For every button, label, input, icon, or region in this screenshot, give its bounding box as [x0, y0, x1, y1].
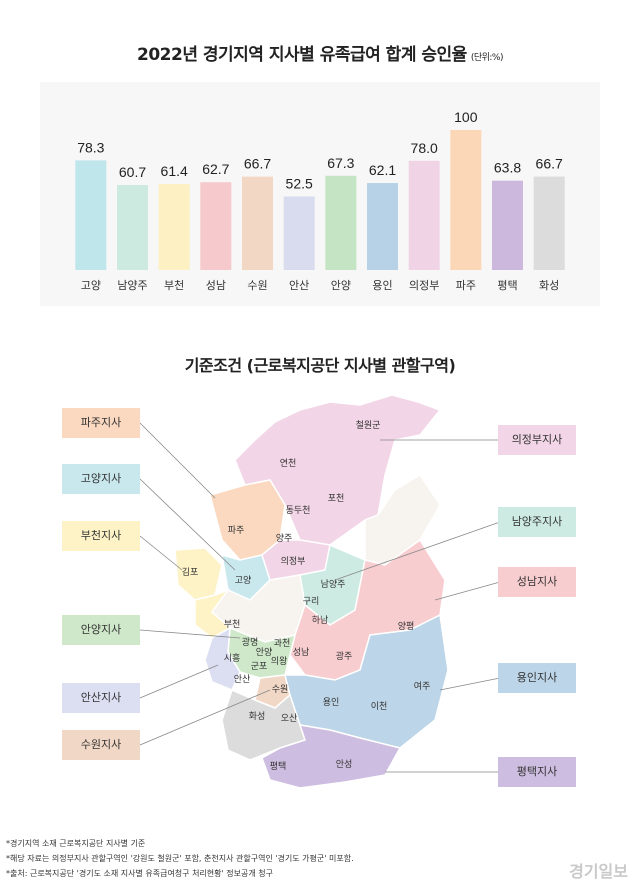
office-tag-right-1: 의정부지사	[498, 425, 576, 455]
category-label-4: 성남	[206, 279, 226, 292]
value-label-2: 60.7	[119, 164, 146, 180]
region-label-13: 하남	[311, 616, 329, 626]
region-label-24: 수원	[271, 685, 289, 695]
region-label-27: 이천	[370, 702, 388, 712]
office-tag-right-3: 성남지사	[498, 567, 576, 597]
region-label-11: 구리	[302, 597, 320, 607]
category-label-5: 수원	[247, 279, 267, 292]
region-label-9: 고양	[234, 576, 252, 586]
region-pyeongtaek	[261, 724, 402, 789]
category-label-1: 고양	[81, 279, 101, 292]
region-label-20: 시흥	[223, 654, 241, 664]
region-label-25: 여주	[413, 682, 431, 692]
office-tag-right-4: 용인지사	[498, 663, 576, 693]
region-label-10: 남양주	[320, 580, 346, 590]
office-tag-left-5: 안산지사	[62, 683, 140, 713]
gyeonggi-map	[139, 394, 501, 789]
chart-title: 2022년 경기지역 지사별 유족급여 합계 승인율 (단위:%)	[0, 40, 640, 65]
region-label-12: 부천	[223, 620, 241, 630]
region-label-17: 안양	[255, 648, 273, 658]
region-label-30: 평택	[269, 762, 287, 772]
region-label-23: 안산	[233, 675, 251, 685]
region-ansan	[204, 626, 241, 691]
region-label-19: 군포	[250, 662, 268, 672]
bar-1	[75, 160, 107, 270]
category-label-2: 남양주	[117, 279, 147, 292]
region-label-31: 안성	[335, 760, 353, 770]
category-label-8: 용인	[372, 279, 392, 292]
bar-chart: 78.3 고양 60.7 남양주 61.4 부천 62.7 성남 66.7 수원 52.5 안산 67.…	[75, 109, 565, 292]
category-label-11: 평택	[497, 279, 517, 292]
region-label-16: 과천	[273, 639, 291, 649]
map-title: 기준조건 (근로복지공단 지사별 관할구역)	[184, 356, 456, 375]
footnote-3: *출처: 근로복지공단 '경기도 소재 지사별 유족급여청구 처리현황' 정보공…	[6, 869, 273, 878]
bar-4	[200, 182, 232, 270]
region-label-8: 김포	[181, 568, 199, 578]
office-tag-left-3: 부천지사	[62, 521, 140, 551]
bar-8	[367, 183, 398, 270]
category-label-9: 의정부	[409, 279, 439, 292]
region-label-6: 양주	[275, 534, 293, 544]
chart-title-text: 2022년 경기지역 지사별 유족급여 합계 승인율	[137, 45, 467, 65]
value-label-10: 100	[454, 109, 478, 125]
region-label-1: 철원군	[355, 421, 381, 431]
region-label-29: 오산	[280, 714, 298, 724]
footnote-2: *해당 자료는 의정부지사 관할구역인 '강원도 철원군' 포함, 춘천지사 관…	[6, 854, 354, 863]
region-label-15: 광명	[241, 638, 259, 648]
region-label-4: 동두천	[285, 506, 311, 516]
region-label-28: 화성	[248, 712, 266, 722]
region-label-22: 광주	[335, 652, 353, 662]
office-tag-left-2: 고양지사	[62, 464, 140, 494]
region-label-3: 포천	[327, 494, 345, 504]
region-label-7: 의정부	[280, 557, 306, 567]
value-label-4: 62.7	[202, 161, 229, 177]
connector-lines	[139, 422, 501, 773]
bar-10	[450, 130, 482, 270]
publisher-logo: 경기일보	[569, 862, 628, 881]
region-label-5: 파주	[227, 526, 245, 536]
bar-3	[158, 184, 190, 270]
unit-label: (단위:%)	[470, 53, 504, 63]
category-label-3: 부천	[164, 278, 184, 292]
value-label-1: 78.3	[77, 139, 104, 155]
category-label-10: 파주	[456, 279, 476, 292]
value-label-6: 52.5	[286, 176, 313, 192]
office-tag-right-5: 평택지사	[498, 757, 576, 787]
region-label-18: 의왕	[270, 657, 288, 667]
value-label-11: 63.8	[494, 160, 521, 176]
region-bucheon	[194, 588, 232, 639]
region-label-2: 연천	[279, 459, 297, 469]
value-label-9: 78.0	[411, 140, 438, 156]
footnotes: *경기지역 소재 근로복지공단 지사별 기준 *해당 자료는 의정부지사 관할구…	[6, 836, 354, 881]
footnote-1: *경기지역 소재 근로복지공단 지사별 기준	[6, 839, 146, 848]
region-label-21: 성남	[292, 648, 310, 658]
bar-2	[117, 185, 148, 270]
bar-12	[533, 176, 565, 270]
value-label-5: 66.7	[244, 156, 271, 172]
office-tag-right-2: 남양주지사	[498, 507, 576, 537]
value-label-3: 61.4	[161, 163, 188, 179]
value-label-12: 66.7	[536, 156, 563, 172]
category-label-7: 안양	[331, 279, 351, 292]
bar-9	[408, 160, 440, 270]
value-label-7: 67.3	[327, 155, 354, 171]
map-regions	[174, 394, 449, 789]
office-tag-left-1: 파주지사	[62, 408, 140, 438]
category-label-12: 화성	[539, 279, 559, 292]
office-tag-left-6: 수원지사	[62, 730, 140, 760]
region-label-26: 용인	[322, 698, 340, 708]
office-tag-left-4: 안양지사	[62, 615, 140, 645]
category-label-6: 안산	[289, 279, 309, 292]
region-label-14: 양평	[397, 622, 415, 632]
value-label-8: 62.1	[369, 162, 396, 178]
bar-7	[325, 175, 357, 270]
bar-6	[283, 196, 315, 270]
bar-11	[492, 180, 523, 270]
bar-5	[242, 176, 273, 270]
